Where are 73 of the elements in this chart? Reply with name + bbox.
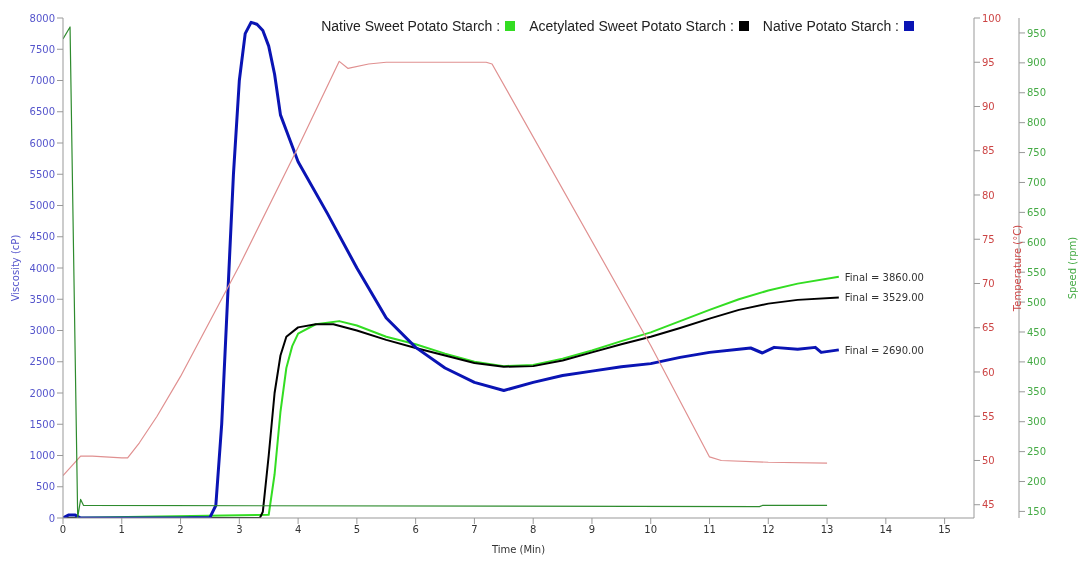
- y-tick-label: 6000: [29, 137, 55, 149]
- y-tick-label: 5500: [29, 168, 55, 180]
- y3-tick-label: 900: [1027, 57, 1047, 69]
- legend-label: Native Potato Starch :: [762, 18, 899, 34]
- y3-tick-label: 650: [1027, 206, 1047, 218]
- y-tick-label: 7000: [29, 75, 55, 87]
- y2-tick-label: 80: [982, 189, 995, 201]
- legend-label: Acetylated Sweet Potato Starch :: [529, 18, 734, 34]
- y3-tick-label: 800: [1027, 117, 1047, 129]
- x-tick-label: 15: [938, 524, 951, 536]
- y2-tick-label: 45: [982, 499, 995, 511]
- x-tick-label: 14: [879, 524, 893, 536]
- y3-axis-title: Speed (rpm): [1066, 236, 1078, 300]
- y-tick-label: 2500: [29, 356, 55, 368]
- y-tick-label: 1500: [29, 418, 55, 430]
- x-tick-label: 0: [59, 524, 67, 536]
- y-tick-label: 4500: [29, 231, 55, 243]
- y3-tick-label: 850: [1027, 87, 1047, 99]
- y3-tick-label: 750: [1027, 147, 1047, 159]
- x-tick-label: 10: [644, 524, 658, 536]
- x-tick-label: 3: [236, 524, 243, 536]
- y3-tick-label: 600: [1027, 236, 1047, 248]
- y-tick-label: 2000: [29, 387, 55, 399]
- x-tick-label: 13: [820, 524, 834, 536]
- y2-tick-label: 55: [982, 410, 995, 422]
- y2-tick-label: 100: [982, 12, 1002, 24]
- y3-tick-label: 700: [1027, 177, 1047, 189]
- y-tick-label: 4000: [29, 262, 55, 274]
- y2-axis-title: Temperature (°C): [1011, 224, 1023, 313]
- x-tick-label: 8: [530, 524, 537, 536]
- y3-tick-label: 200: [1027, 476, 1047, 488]
- x-tick-label: 1: [118, 524, 125, 536]
- y2-tick-label: 90: [982, 101, 995, 113]
- y-axis-title: Viscosity (cP): [9, 234, 21, 302]
- x-tick-label: 4: [294, 524, 302, 536]
- y-tick-label: 0: [48, 512, 55, 524]
- line-series: [63, 60, 828, 477]
- y-tick-label: 1000: [29, 450, 55, 462]
- x-tick-label: 11: [703, 524, 716, 536]
- y3-tick-label: 350: [1027, 386, 1047, 398]
- y2-tick-label: 75: [982, 233, 995, 245]
- y3-tick-label: 950: [1027, 27, 1047, 39]
- y2-tick-label: 65: [982, 322, 995, 334]
- y-tick-label: 3500: [29, 293, 55, 305]
- x-tick-label: 2: [177, 524, 184, 536]
- annotation: Final = 2690.00: [844, 344, 924, 356]
- annotation: Final = 3860.00: [844, 271, 924, 283]
- y-tick-label: 5000: [29, 200, 55, 212]
- y3-tick-label: 550: [1027, 266, 1047, 278]
- y-tick-label: 8000: [29, 12, 55, 24]
- y3-tick-label: 400: [1027, 356, 1047, 368]
- y-tick-label: 3000: [29, 325, 55, 337]
- x-tick-label: 9: [588, 524, 596, 536]
- x-tick-label: 7: [471, 524, 478, 536]
- y2-tick-label: 50: [982, 455, 995, 467]
- y3-tick-label: 500: [1027, 296, 1047, 308]
- y-tick-label: 500: [35, 481, 55, 493]
- y-tick-label: 6500: [29, 106, 55, 118]
- annotation: Final = 3529.00: [844, 292, 924, 304]
- x-tick-label: 5: [353, 524, 361, 536]
- y3-tick-label: 450: [1027, 326, 1047, 338]
- x-tick-label: 6: [412, 524, 419, 536]
- y2-tick-label: 95: [982, 56, 995, 68]
- y2-tick-label: 70: [982, 278, 995, 290]
- y2-tick-label: 85: [982, 145, 995, 157]
- x-tick-label: 12: [761, 524, 775, 536]
- legend-label: Native Sweet Potato Starch :: [321, 18, 501, 34]
- y3-tick-label: 250: [1027, 446, 1047, 458]
- y-tick-label: 7500: [29, 43, 55, 55]
- x-axis-title: Time (Min): [490, 544, 546, 555]
- y2-tick-label: 60: [982, 366, 995, 378]
- y3-tick-label: 150: [1027, 505, 1047, 517]
- y3-tick-label: 300: [1027, 416, 1047, 428]
